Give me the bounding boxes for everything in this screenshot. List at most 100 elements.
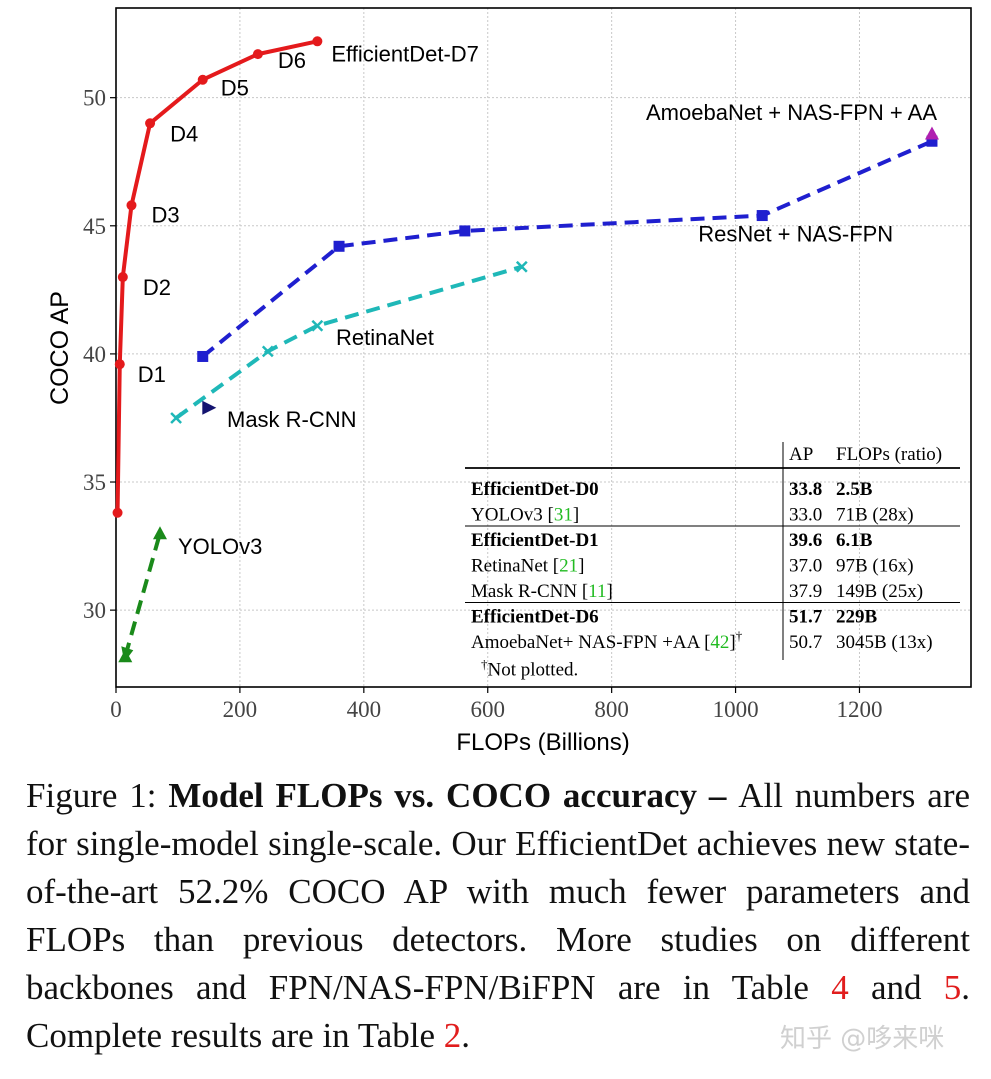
series-retinanet	[170, 260, 528, 424]
data-point	[515, 260, 528, 273]
series-layer	[112, 36, 939, 663]
series-line	[115, 39, 318, 513]
inset-flops-0: 2.5B	[836, 479, 873, 500]
x-tick-label: 1200	[836, 697, 882, 722]
label-resnet-nas-fpn: ResNet + NAS-FPN	[698, 222, 893, 247]
inset-footnote: †Not plotted.	[481, 657, 578, 681]
inset-ap-3: 37.0	[789, 556, 822, 577]
data-point	[333, 240, 345, 252]
data-point	[117, 272, 128, 283]
inset-model-bracket: ]	[729, 632, 735, 653]
inset-model-4: Mask R-CNN [11]	[471, 581, 613, 602]
inset-model-ref: 21	[559, 556, 578, 577]
inset-model-1: YOLOv3 [31]	[471, 505, 579, 526]
data-labels: D1 D2 D3 D4 D5 D6 EfficientDet-D7 ResNet + NAS-…	[138, 41, 938, 559]
inset-model-ref: 42	[710, 632, 729, 653]
label-d5: D5	[221, 76, 249, 101]
inset-model-6: AmoebaNet+ NAS-FPN +AA [42]†	[471, 628, 743, 653]
inset-model-2: EfficientDet-D1	[471, 530, 599, 551]
inset-footnote-mark: †	[481, 657, 488, 672]
label-d4: D4	[170, 121, 198, 146]
inset-model-name: EfficientDet-D0	[471, 479, 599, 500]
inset-ap-1: 33.0	[789, 505, 822, 526]
label-mask-rcnn: Mask R-CNN	[227, 407, 357, 432]
label-retinanet: RetinaNet	[336, 325, 434, 350]
label-d3: D3	[151, 202, 179, 227]
inset-model-sup: †	[736, 628, 743, 643]
series-line	[201, 139, 933, 359]
x-tick-label: 1000	[713, 697, 759, 722]
y-tick-label: 45	[83, 214, 106, 239]
inset-ap-0: 33.8	[789, 479, 822, 500]
x-tick-label: 800	[594, 697, 629, 722]
caption-text-2: and	[848, 968, 944, 1007]
x-tick-label: 400	[347, 697, 382, 722]
data-point	[252, 49, 263, 60]
data-point	[756, 210, 768, 222]
caption-text-1: All numbers are for single-model single-…	[26, 776, 971, 1007]
inset-flops-1: 71B (28x)	[836, 505, 914, 526]
inset-model-0: EfficientDet-D0	[471, 479, 599, 500]
y-tick-label: 35	[83, 470, 106, 495]
label-efficientdet-d7: EfficientDet-D7	[331, 41, 479, 66]
gridlines	[115, 8, 971, 687]
caption-text-3: . Complete results are in Table	[26, 968, 970, 1055]
label-yolov3: YOLOv3	[178, 534, 262, 559]
yolo-arrowhead	[121, 646, 134, 663]
label-amoebanet: AmoebaNet + NAS-FPN + AA	[646, 100, 937, 125]
x-tick-label: 600	[470, 697, 505, 722]
x-axis-label: FLOPs (Billions)	[456, 729, 629, 756]
data-point	[459, 225, 471, 237]
y-tick-label: 50	[83, 86, 106, 111]
data-point	[261, 345, 274, 358]
series-amoebanet-nas-fpn-aa	[197, 135, 938, 362]
data-point	[311, 319, 324, 332]
data-point	[152, 526, 167, 540]
inset-table: AP FLOPs (ratio) EfficientDet-D0 33.8 2.5B YO…	[465, 442, 960, 681]
caption-bold: Model FLOPs vs. COCO accuracy –	[168, 776, 739, 815]
label-d1: D1	[138, 362, 166, 387]
x-tick-label: 200	[223, 697, 258, 722]
label-d2: D2	[143, 275, 171, 300]
series-line	[174, 264, 523, 420]
figure-caption: Figure 1: Model FLOPs vs. COCO accuracy …	[26, 772, 970, 1060]
inset-model-3: RetinaNet [21]	[471, 556, 584, 577]
y-axis-label: COCO AP	[46, 291, 74, 405]
inset-model-ref: 31	[554, 505, 573, 526]
axis-ticks: 0 200 400 600 800 1000 1200 30 35 40 45 50	[83, 86, 882, 722]
point-mask-r-cnn	[202, 400, 217, 415]
inset-model-name: YOLOv3 [	[471, 505, 554, 526]
inset-header-flops: FLOPs (ratio)	[836, 444, 942, 465]
inset-model-name: EfficientDet-D1	[471, 530, 599, 551]
x-tick-label: 0	[110, 697, 122, 722]
data-point	[126, 200, 137, 211]
inset-model-name: AmoebaNet+ NAS-FPN +AA [	[471, 632, 710, 653]
inset-flops-6: 3045B (13x)	[836, 632, 933, 653]
inset-header-ap: AP	[789, 444, 813, 465]
inset-flops-4: 149B (25x)	[836, 581, 923, 602]
table-ref-5[interactable]: 5	[943, 968, 962, 1007]
inset-model-ref: 11	[588, 581, 606, 602]
table-ref-4[interactable]: 4	[831, 968, 849, 1007]
caption-prefix: Figure 1:	[26, 776, 169, 815]
inset-ap-5: 51.7	[789, 607, 823, 628]
data-point	[197, 74, 208, 85]
inset-footnote-text: Not plotted.	[488, 660, 579, 681]
series-yolov3	[118, 526, 167, 663]
data-point	[170, 412, 182, 424]
chart: 0 200 400 600 800 1000 1200 30 35 40 45 50 FLOPs (B…	[46, 7, 972, 756]
inset-flops-2: 6.1B	[836, 530, 873, 551]
watermark: 知乎 @哆来咪	[780, 1024, 945, 1054]
caption-text-4: .	[461, 1016, 471, 1055]
inset-flops-5: 229B	[836, 607, 878, 628]
inset-model-name: RetinaNet [	[471, 556, 559, 577]
inset-model-name: Mask R-CNN [	[471, 581, 588, 602]
data-point	[197, 350, 209, 362]
label-d6: D6	[278, 48, 306, 73]
table-ref-2[interactable]: 2	[443, 1016, 462, 1055]
inset-model-bracket: ]	[573, 505, 579, 526]
data-point	[926, 135, 938, 147]
inset-ap-6: 50.7	[789, 632, 822, 653]
plot-frame	[115, 7, 972, 688]
point-amoebanet-nas-fpn-aa	[924, 126, 939, 140]
